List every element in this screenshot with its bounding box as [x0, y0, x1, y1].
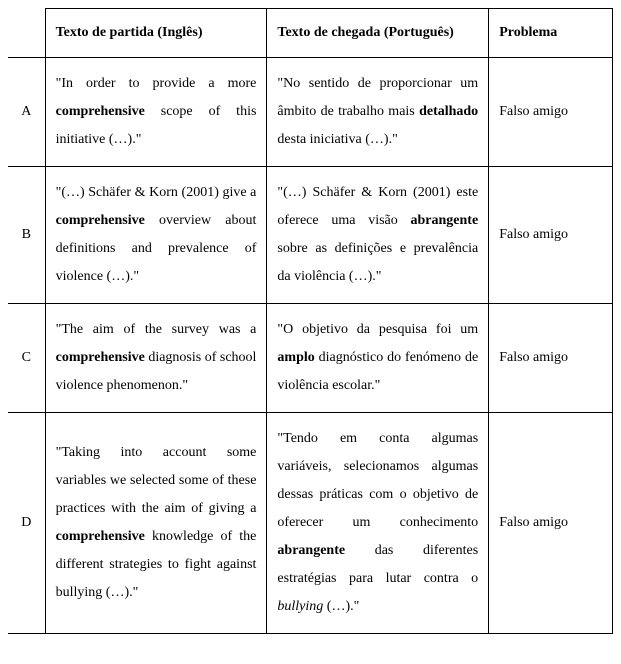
target-post: desta iniciativa (…)." [277, 132, 397, 147]
target-cell: "No sentido de proporcionar um âmbito de… [267, 58, 489, 167]
target-bold: abrangente [411, 213, 479, 228]
source-cell: "Taking into account some variables we s… [45, 413, 267, 634]
table-row: A "In order to provide a more comprehens… [8, 58, 613, 167]
problem-cell: Falso amigo [489, 58, 613, 167]
target-pre: "O objetivo da pesquisa foi um [277, 322, 478, 337]
row-label: D [8, 413, 45, 634]
source-cell: "The aim of the survey was a comprehensi… [45, 304, 267, 413]
row-label: B [8, 167, 45, 304]
target-bold: amplo [277, 350, 314, 365]
source-pre: "In order to provide a more [56, 76, 257, 91]
source-bold: comprehensive [56, 529, 145, 544]
source-bold: comprehensive [56, 350, 145, 365]
problem-cell: Falso amigo [489, 304, 613, 413]
header-source: Texto de partida (Inglês) [45, 9, 267, 58]
target-post-2: (…)." [323, 599, 359, 614]
source-bold: comprehensive [56, 213, 145, 228]
source-bold: comprehensive [56, 104, 145, 119]
target-bold: abrangente [277, 543, 345, 558]
source-pre: "Taking into account some variables we s… [56, 445, 257, 516]
source-cell: "In order to provide a more comprehensiv… [45, 58, 267, 167]
table-row: B "(…) Schäfer & Korn (2001) give a comp… [8, 167, 613, 304]
target-italic: bullying [277, 599, 323, 614]
header-row: Texto de partida (Inglês) Texto de chega… [8, 9, 613, 58]
target-cell: "O objetivo da pesquisa foi um amplo dia… [267, 304, 489, 413]
source-pre: "(…) Schäfer & Korn (2001) give a [56, 185, 257, 200]
target-post: sobre as definições e prevalência da vio… [277, 241, 478, 284]
header-label [8, 9, 45, 58]
table-row: C "The aim of the survey was a comprehen… [8, 304, 613, 413]
table-row: D "Taking into account some variables we… [8, 413, 613, 634]
target-cell: "Tendo em conta algumas variáveis, selec… [267, 413, 489, 634]
row-label: C [8, 304, 45, 413]
problem-cell: Falso amigo [489, 413, 613, 634]
translation-table: Texto de partida (Inglês) Texto de chega… [8, 8, 613, 634]
problem-cell: Falso amigo [489, 167, 613, 304]
target-pre: "Tendo em conta algumas variáveis, selec… [277, 431, 478, 530]
source-cell: "(…) Schäfer & Korn (2001) give a compre… [45, 167, 267, 304]
target-bold: detalhado [419, 104, 478, 119]
header-target: Texto de chegada (Português) [267, 9, 489, 58]
row-label: A [8, 58, 45, 167]
header-problem: Problema [489, 9, 613, 58]
target-cell: "(…) Schäfer & Korn (2001) este oferece … [267, 167, 489, 304]
source-pre: "The aim of the survey was a [56, 322, 257, 337]
